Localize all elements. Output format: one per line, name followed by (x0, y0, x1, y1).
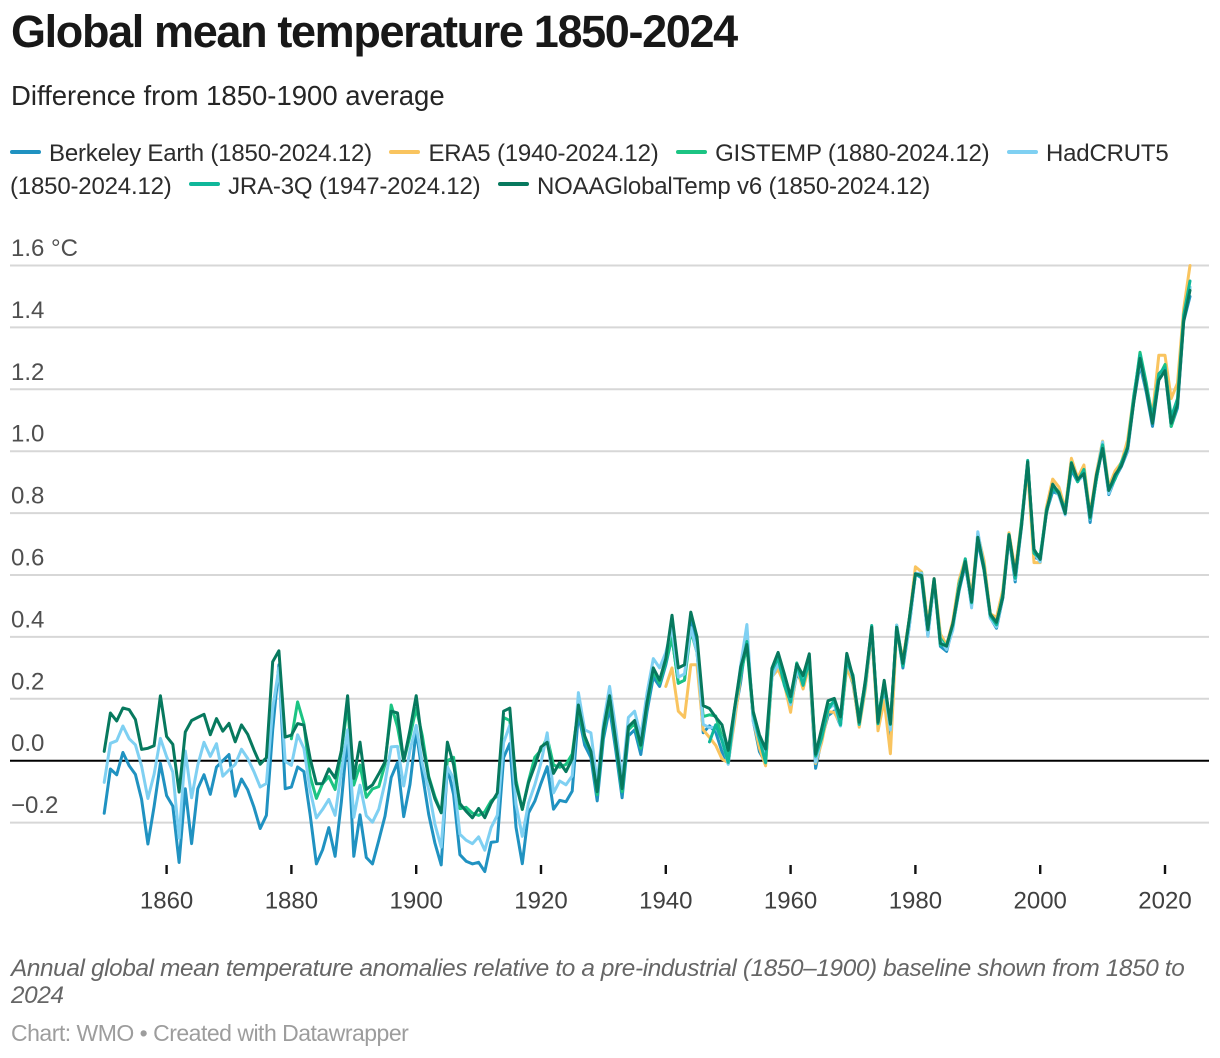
svg-text:1920: 1920 (514, 888, 567, 915)
svg-text:1980: 1980 (889, 888, 942, 915)
svg-text:1860: 1860 (140, 888, 193, 915)
svg-text:1.6 °C: 1.6 °C (11, 235, 78, 262)
svg-text:0.8: 0.8 (11, 483, 44, 510)
svg-text:2020: 2020 (1138, 888, 1191, 915)
svg-text:0.4: 0.4 (11, 606, 44, 633)
svg-text:2000: 2000 (1014, 888, 1067, 915)
svg-text:1.4: 1.4 (11, 297, 44, 324)
svg-text:1960: 1960 (764, 888, 817, 915)
svg-text:0.0: 0.0 (11, 730, 44, 757)
svg-text:1.0: 1.0 (11, 421, 44, 448)
svg-text:1880: 1880 (265, 888, 318, 915)
svg-text:1900: 1900 (390, 888, 443, 915)
svg-text:1940: 1940 (639, 888, 692, 915)
svg-text:1.2: 1.2 (11, 359, 44, 386)
svg-text:−0.2: −0.2 (11, 792, 58, 819)
svg-text:0.2: 0.2 (11, 668, 44, 695)
svg-text:0.6: 0.6 (11, 545, 44, 572)
